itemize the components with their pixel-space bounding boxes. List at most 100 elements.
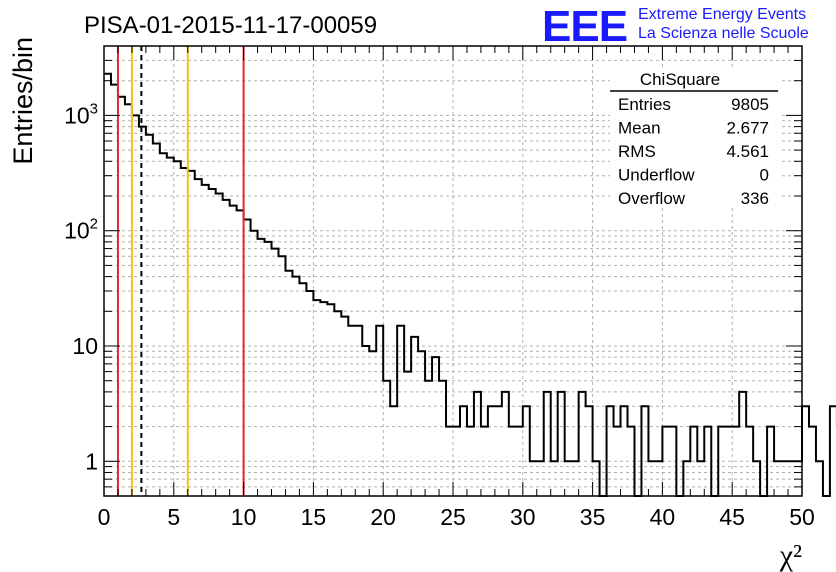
stats-row-value: 4.561 <box>726 142 769 161</box>
histogram-bin <box>495 406 502 496</box>
histogram-bin <box>432 357 439 496</box>
histogram-bin <box>704 427 711 496</box>
histogram-bin <box>816 461 823 496</box>
histogram-bin <box>125 104 132 496</box>
histogram-bin <box>244 220 251 496</box>
histogram-bin <box>648 461 655 496</box>
histogram-bin <box>628 427 635 496</box>
histogram-bin <box>320 302 327 496</box>
histogram-bin <box>251 231 258 496</box>
histogram-bin <box>209 189 216 496</box>
stats-title: ChiSquare <box>640 70 720 89</box>
histogram-bin <box>258 239 265 496</box>
x-tick-label: 15 <box>301 504 327 530</box>
histogram-bin <box>467 427 474 496</box>
histogram-bin <box>621 406 628 496</box>
histogram-bin <box>572 461 579 496</box>
histogram-bin <box>355 326 362 496</box>
chart-title: PISA-01-2015-11-17-00059 <box>84 12 377 39</box>
histogram-bin <box>614 427 621 496</box>
histogram-bin <box>809 427 816 496</box>
histogram-bin <box>299 283 306 496</box>
histogram-bin <box>202 185 209 496</box>
histogram-bin <box>565 461 572 496</box>
histogram-bin <box>753 461 760 496</box>
histogram-bin <box>502 392 509 496</box>
stats-row-label: Overflow <box>618 189 686 208</box>
histogram-bin <box>544 392 551 496</box>
histogram-bin <box>376 326 383 496</box>
y-axis-title: Entries/bin <box>8 37 38 165</box>
histogram-bin <box>146 135 153 496</box>
histogram-bin <box>237 210 244 496</box>
x-tick-label: 0 <box>98 504 111 530</box>
logo-tagline-2: La Scienza nelle Scuole <box>638 25 809 42</box>
histogram-bin <box>788 461 795 496</box>
histogram-bin <box>411 337 418 496</box>
histogram-bin <box>223 200 230 496</box>
histogram-bin <box>167 158 174 496</box>
histogram-bin <box>104 74 111 496</box>
histogram-bin <box>460 406 467 496</box>
histogram-bin <box>551 461 558 496</box>
x-tick-label: 20 <box>370 504 396 530</box>
histogram-bin <box>327 304 334 496</box>
histogram-bin <box>362 346 369 496</box>
histogram-bin <box>725 427 732 496</box>
histogram-bin <box>139 127 146 496</box>
histogram-bin <box>781 461 788 496</box>
histogram-bin <box>272 249 279 496</box>
stats-row-value: 336 <box>741 189 769 208</box>
x-tick-label: 45 <box>719 504 745 530</box>
reference-lines <box>116 46 245 496</box>
histogram-bin <box>453 427 460 496</box>
histogram-bin <box>118 97 125 496</box>
histogram-bin <box>383 381 390 496</box>
logo-tagline-1: Extreme Energy Events <box>638 6 806 23</box>
histogram-bin <box>509 427 516 496</box>
eee-logo: EEE Extreme Energy Events La Scienza nel… <box>542 2 809 51</box>
histogram-bin <box>683 461 690 496</box>
histogram-bin <box>390 406 397 496</box>
histogram-bin <box>481 427 488 496</box>
histogram-bin <box>153 144 160 496</box>
stats-row-label: Entries <box>618 95 671 114</box>
y-tick-label: 103 <box>64 100 98 128</box>
y-tick-label: 1 <box>85 448 98 474</box>
stats-row-label: Mean <box>618 119 661 138</box>
stats-box-bg <box>610 70 780 208</box>
histogram-bin <box>697 461 704 496</box>
histogram-bin <box>488 406 495 496</box>
histogram-bin <box>655 461 662 496</box>
histogram-bin <box>523 406 530 496</box>
x-tick-label: 10 <box>231 504 257 530</box>
axes: 0 5 10 15 20 25 30 35 40 45 50 1 10 102 103 <box>64 45 815 530</box>
histogram-bin <box>174 161 181 496</box>
histogram-bin <box>418 351 425 496</box>
histogram-bin <box>111 85 118 496</box>
y-tick-label: 10 <box>72 333 98 359</box>
histogram-bin <box>774 461 781 496</box>
histogram-bin <box>746 427 753 496</box>
histogram-bin <box>739 392 746 496</box>
stats-row-value: 2.677 <box>726 119 769 138</box>
histogram-bin <box>348 326 355 496</box>
histogram-bin <box>718 427 725 496</box>
histogram-bin <box>579 392 586 496</box>
histogram-bin <box>292 277 299 496</box>
histogram-bin <box>188 171 195 496</box>
histogram-bin <box>802 406 809 496</box>
x-tick-label: 40 <box>650 504 676 530</box>
y-tick-label: 102 <box>64 216 98 244</box>
histogram-bin <box>767 427 774 496</box>
histogram-bin <box>537 461 544 496</box>
histogram-bin <box>404 372 411 496</box>
histogram-bin <box>830 406 836 496</box>
histogram-bin <box>662 427 669 496</box>
histogram-bin <box>593 461 600 496</box>
x-tick-label: 5 <box>167 504 180 530</box>
stats-row-value: 0 <box>760 166 769 185</box>
histogram-bin <box>446 427 453 496</box>
logo-text: EEE <box>542 2 627 51</box>
